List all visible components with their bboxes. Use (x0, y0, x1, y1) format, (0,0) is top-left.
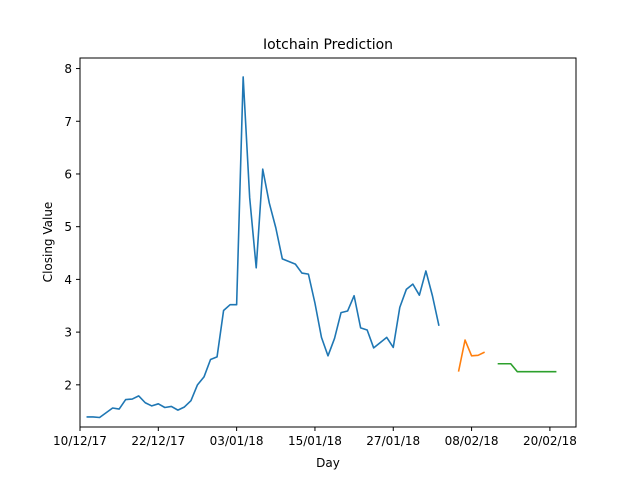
y-tick-label: 7 (64, 115, 72, 129)
y-tick-label: 8 (64, 62, 72, 76)
x-axis-label: Day (316, 456, 340, 470)
y-tick-label: 3 (64, 326, 72, 340)
x-tick-label: 08/02/18 (445, 434, 499, 448)
x-tick-label: 22/12/17 (131, 434, 185, 448)
series-line-2 (457, 339, 485, 372)
x-axis: 10/12/17 22/12/17 03/01/18 15/01/18 27/01/18… (53, 427, 577, 448)
y-tick-label: 5 (64, 220, 72, 234)
x-tick-label: 15/01/18 (288, 434, 342, 448)
y-tick-label: 6 (64, 167, 72, 181)
plot-frame (79, 57, 577, 428)
y-axis-label: Closing Value (41, 202, 55, 283)
y-axis: 2 3 4 5 6 7 8 (64, 62, 80, 392)
y-tick-label: 4 (64, 273, 72, 287)
series-line-3 (497, 362, 557, 373)
series-layer (86, 76, 557, 419)
x-tick-label: 10/12/17 (53, 434, 107, 448)
x-tick-label: 03/01/18 (210, 434, 264, 448)
y-tick-label: 2 (64, 378, 72, 392)
x-tick-label: 20/02/18 (523, 434, 577, 448)
chart-title: Iotchain Prediction (263, 37, 393, 53)
x-tick-label: 27/01/18 (366, 434, 420, 448)
series-line-1 (86, 76, 440, 419)
